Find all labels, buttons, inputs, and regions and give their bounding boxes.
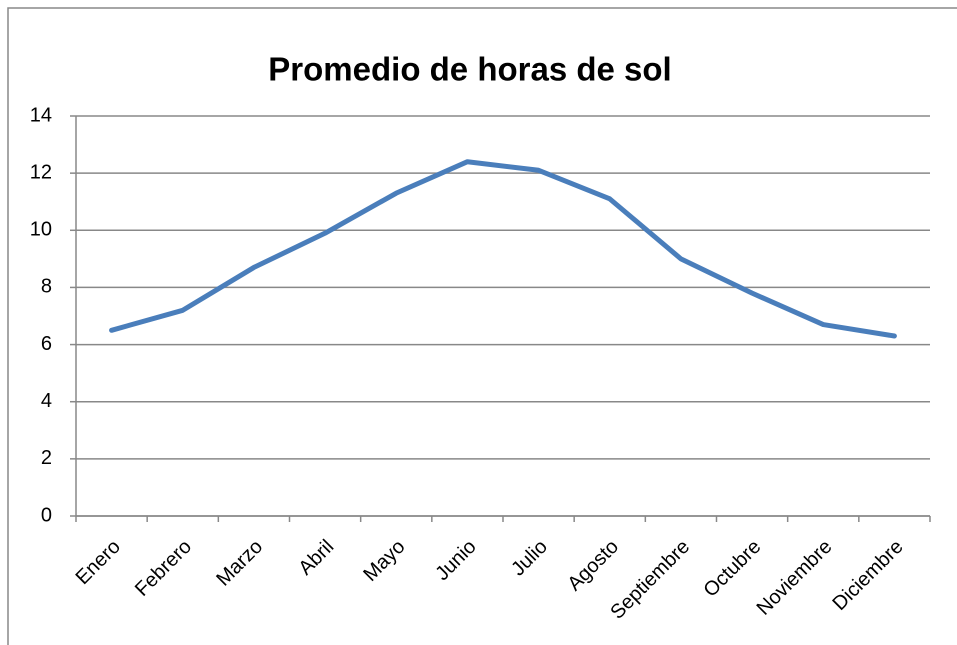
y-tick-label: 10: [30, 219, 52, 241]
chart-frame: [7, 7, 957, 645]
y-tick-label: 8: [41, 276, 52, 298]
y-tick-label: 0: [41, 504, 52, 526]
y-tick-label: 4: [41, 390, 52, 412]
chart-title: Promedio de horas de sol: [268, 51, 671, 88]
y-tick-label: 14: [30, 104, 52, 126]
y-tick-label: 2: [41, 447, 52, 469]
y-tick-label: 6: [41, 333, 52, 355]
y-tick-label: 12: [30, 161, 52, 183]
data-line: [109, 159, 897, 339]
